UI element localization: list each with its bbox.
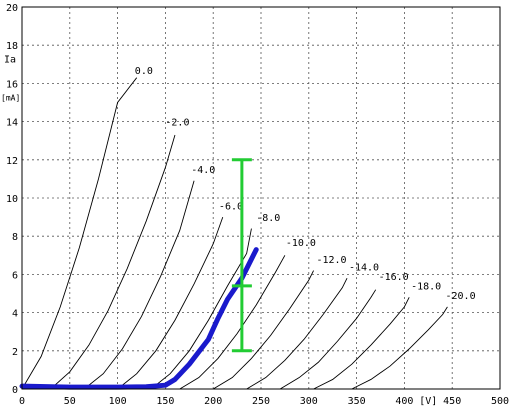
- x-tick-label: 0: [19, 396, 25, 407]
- curve-label: -10.0: [286, 238, 316, 249]
- curve-label: -2.0: [165, 117, 189, 128]
- y-tick-label: 12: [6, 156, 18, 167]
- curve-label: -8.0: [256, 213, 280, 224]
- curve-label: -16.0: [379, 272, 409, 283]
- x-tick-label: 350: [348, 396, 366, 407]
- y-tick-label: 6: [12, 270, 18, 281]
- plate-curve: [50, 134, 176, 390]
- x-tick-label: 100: [109, 396, 127, 407]
- x-tick-label: 400: [395, 396, 413, 407]
- plot-frame: [21, 6, 501, 390]
- curve-labels: 0.0-2.0-4.0-6.0-8.0-10.0-12.0-14.0-16.0-…: [135, 66, 476, 302]
- x-tick-label: 500: [491, 396, 509, 407]
- x-tick-label: 300: [300, 396, 318, 407]
- x-tick-label: 250: [252, 396, 270, 407]
- curve-label: -18.0: [411, 282, 441, 293]
- plate-curve: [150, 228, 252, 390]
- y-tick-label: 2: [12, 347, 18, 358]
- y-tick-label: 8: [12, 232, 18, 243]
- plate-curve: [313, 297, 410, 390]
- curve-label: -4.0: [191, 165, 215, 176]
- y-tick-label: 18: [6, 41, 18, 52]
- load-line-group: [19, 247, 259, 390]
- y-tick-label: 20: [6, 3, 18, 14]
- y-tick-label: 0: [12, 385, 18, 396]
- range-marker-group: [231, 158, 252, 353]
- y-tick-label: 4: [12, 309, 18, 320]
- load-line: [19, 247, 259, 390]
- plate-curve: [83, 180, 195, 390]
- curve-label: -20.0: [446, 291, 476, 302]
- plate-curve: [21, 77, 138, 390]
- plate-curve: [179, 255, 286, 390]
- y-tick-label: 16: [6, 79, 18, 90]
- y-axis-unit: [mA]: [1, 94, 20, 103]
- plate-curves: [21, 77, 448, 390]
- x-tick-label: 150: [156, 396, 174, 407]
- y-tick-label: 14: [6, 118, 18, 129]
- curve-label: -12.0: [316, 255, 346, 266]
- curve-label: -6.0: [219, 201, 243, 212]
- x-tick-labels: 0 50 100 150 200 250 300 350 400 450 500: [19, 396, 509, 407]
- x-tick-label: 50: [64, 396, 76, 407]
- curve-label: -14.0: [349, 263, 379, 274]
- plate-curve: [212, 270, 314, 390]
- y-tick-label: 10: [6, 194, 18, 205]
- x-tick-label: 200: [204, 396, 222, 407]
- plate-curve: [351, 306, 448, 390]
- plate-curve: [246, 278, 348, 390]
- plate-curve: [117, 216, 224, 390]
- y-tick-labels: 0 2 4 6 8 10 12 14 16 18 20: [6, 3, 18, 396]
- curve-label: 0.0: [135, 66, 153, 77]
- x-axis-unit: [V]: [419, 396, 437, 407]
- plate-curve: [279, 289, 377, 390]
- grid: [22, 7, 500, 389]
- x-tick-label: 450: [443, 396, 461, 407]
- y-axis-label: Ia: [4, 54, 16, 65]
